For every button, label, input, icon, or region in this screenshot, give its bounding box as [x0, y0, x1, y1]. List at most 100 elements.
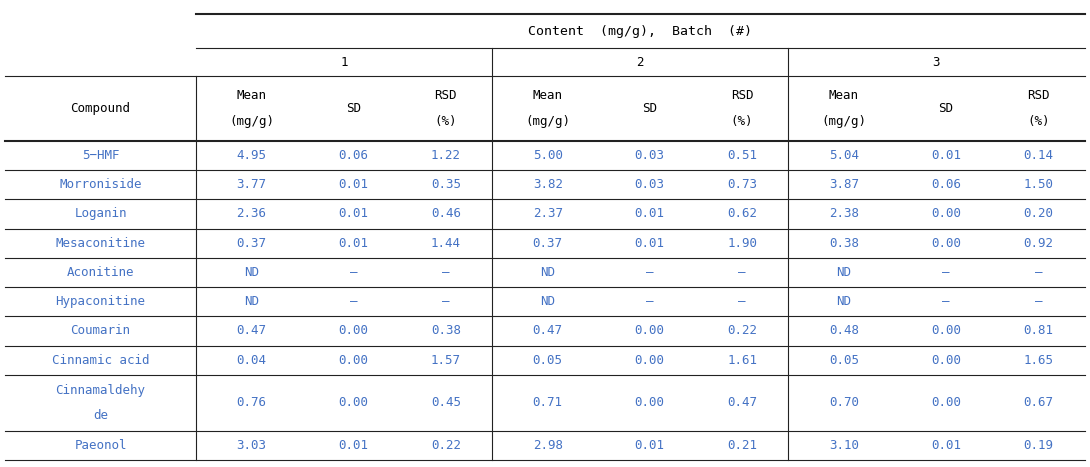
Text: 0.01: 0.01	[338, 207, 368, 220]
Text: 0.01: 0.01	[338, 178, 368, 191]
Text: 0.81: 0.81	[1024, 325, 1053, 338]
Text: 1.50: 1.50	[1024, 178, 1053, 191]
Text: 0.62: 0.62	[727, 207, 758, 220]
Text: RSD: RSD	[435, 89, 457, 102]
Text: –: –	[1034, 266, 1042, 279]
Text: ND: ND	[244, 266, 259, 279]
Text: 3.82: 3.82	[533, 178, 562, 191]
Text: (%): (%)	[1027, 115, 1050, 128]
Text: ND: ND	[541, 295, 555, 308]
Text: 0.46: 0.46	[431, 207, 461, 220]
Text: 0.00: 0.00	[338, 396, 368, 409]
Text: 0.37: 0.37	[533, 237, 562, 250]
Text: 0.76: 0.76	[237, 396, 266, 409]
Text: 0.00: 0.00	[931, 207, 961, 220]
Text: ND: ND	[541, 266, 555, 279]
Text: 3.10: 3.10	[829, 439, 859, 452]
Text: 0.01: 0.01	[634, 439, 665, 452]
Text: 2.36: 2.36	[237, 207, 266, 220]
Text: 3.77: 3.77	[237, 178, 266, 191]
Text: SD: SD	[346, 102, 361, 115]
Text: –: –	[942, 266, 949, 279]
Text: ND: ND	[836, 295, 851, 308]
Text: 1.57: 1.57	[431, 354, 461, 367]
Text: –: –	[443, 295, 449, 308]
Text: 0.37: 0.37	[237, 237, 266, 250]
Text: –: –	[738, 266, 746, 279]
Text: 0.38: 0.38	[431, 325, 461, 338]
Text: 0.20: 0.20	[1024, 207, 1053, 220]
Text: –: –	[350, 295, 358, 308]
Text: ND: ND	[244, 295, 259, 308]
Text: Loganin: Loganin	[74, 207, 126, 220]
Text: 0.00: 0.00	[931, 237, 961, 250]
Text: 0.48: 0.48	[829, 325, 859, 338]
Text: 1.22: 1.22	[431, 149, 461, 162]
Text: –: –	[646, 295, 653, 308]
Text: 2.37: 2.37	[533, 207, 562, 220]
Text: 0.01: 0.01	[338, 439, 368, 452]
Text: 0.47: 0.47	[237, 325, 266, 338]
Text: Cinnamaldehy: Cinnamaldehy	[56, 384, 146, 397]
Text: 0.00: 0.00	[931, 354, 961, 367]
Text: 0.71: 0.71	[533, 396, 562, 409]
Text: –: –	[738, 295, 746, 308]
Text: 5−HMF: 5−HMF	[82, 149, 119, 162]
Text: 3.87: 3.87	[829, 178, 859, 191]
Text: Paeonol: Paeonol	[74, 439, 126, 452]
Text: 2.98: 2.98	[533, 439, 562, 452]
Text: 2: 2	[637, 56, 644, 69]
Text: (mg/g): (mg/g)	[229, 115, 274, 128]
Text: Mean: Mean	[237, 89, 266, 102]
Text: 5.00: 5.00	[533, 149, 562, 162]
Text: 0.92: 0.92	[1024, 237, 1053, 250]
Text: (%): (%)	[435, 115, 457, 128]
Text: Hypaconitine: Hypaconitine	[56, 295, 146, 308]
Text: 0.22: 0.22	[727, 325, 758, 338]
Text: 5.04: 5.04	[829, 149, 859, 162]
Text: Mean: Mean	[829, 89, 859, 102]
Text: 0.06: 0.06	[931, 178, 961, 191]
Text: 0.35: 0.35	[431, 178, 461, 191]
Text: 1.90: 1.90	[727, 237, 758, 250]
Text: 1.44: 1.44	[431, 237, 461, 250]
Text: 3.03: 3.03	[237, 439, 266, 452]
Text: 0.03: 0.03	[634, 149, 665, 162]
Text: Cinnamic acid: Cinnamic acid	[52, 354, 149, 367]
Text: Compound: Compound	[71, 102, 131, 115]
Text: (%): (%)	[730, 115, 753, 128]
Text: 0.01: 0.01	[634, 207, 665, 220]
Text: 3: 3	[933, 56, 941, 69]
Text: 1: 1	[340, 56, 348, 69]
Text: RSD: RSD	[730, 89, 753, 102]
Text: 0.00: 0.00	[338, 325, 368, 338]
Text: 0.05: 0.05	[829, 354, 859, 367]
Text: 0.04: 0.04	[237, 354, 266, 367]
Text: 0.01: 0.01	[931, 439, 961, 452]
Text: 0.00: 0.00	[634, 325, 665, 338]
Text: 0.06: 0.06	[338, 149, 368, 162]
Text: –: –	[443, 266, 449, 279]
Text: 0.00: 0.00	[634, 396, 665, 409]
Text: 0.01: 0.01	[634, 237, 665, 250]
Text: 4.95: 4.95	[237, 149, 266, 162]
Text: 0.67: 0.67	[1024, 396, 1053, 409]
Text: 0.21: 0.21	[727, 439, 758, 452]
Text: 0.03: 0.03	[634, 178, 665, 191]
Text: (mg/g): (mg/g)	[822, 115, 867, 128]
Text: Aconitine: Aconitine	[66, 266, 134, 279]
Text: Morroniside: Morroniside	[59, 178, 142, 191]
Text: 0.01: 0.01	[338, 237, 368, 250]
Text: 0.47: 0.47	[727, 396, 758, 409]
Text: Mean: Mean	[533, 89, 562, 102]
Text: 0.38: 0.38	[829, 237, 859, 250]
Text: 2.38: 2.38	[829, 207, 859, 220]
Text: –: –	[942, 295, 949, 308]
Text: Content  (mg/g),  Batch  (#): Content (mg/g), Batch (#)	[529, 25, 752, 38]
Text: 0.00: 0.00	[931, 325, 961, 338]
Text: ND: ND	[836, 266, 851, 279]
Text: 1.61: 1.61	[727, 354, 758, 367]
Text: 0.19: 0.19	[1024, 439, 1053, 452]
Text: 0.70: 0.70	[829, 396, 859, 409]
Text: SD: SD	[642, 102, 657, 115]
